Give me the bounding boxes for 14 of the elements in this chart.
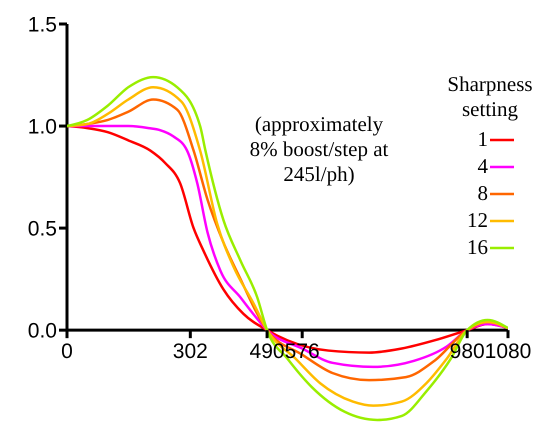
legend-label: 16 [466,235,488,260]
annotation: (approximately 8% boost/step at 245l/ph) [248,112,390,187]
legend-label: 12 [466,208,488,233]
y-tick-label: 0.5 [28,218,57,241]
legend-title: Sharpness setting [446,72,534,122]
legend-label: 4 [476,154,488,179]
x-tick-label: 1080 [484,340,532,364]
x-tick-label: 302 [172,340,208,364]
legend-label: 1 [476,127,488,152]
x-tick-label: 0 [61,340,73,364]
y-tick-label: 1.5 [28,13,57,36]
y-tick-label: 1.0 [28,116,57,139]
y-tick-label: 0.0 [28,320,57,343]
legend-label: 8 [476,181,488,206]
